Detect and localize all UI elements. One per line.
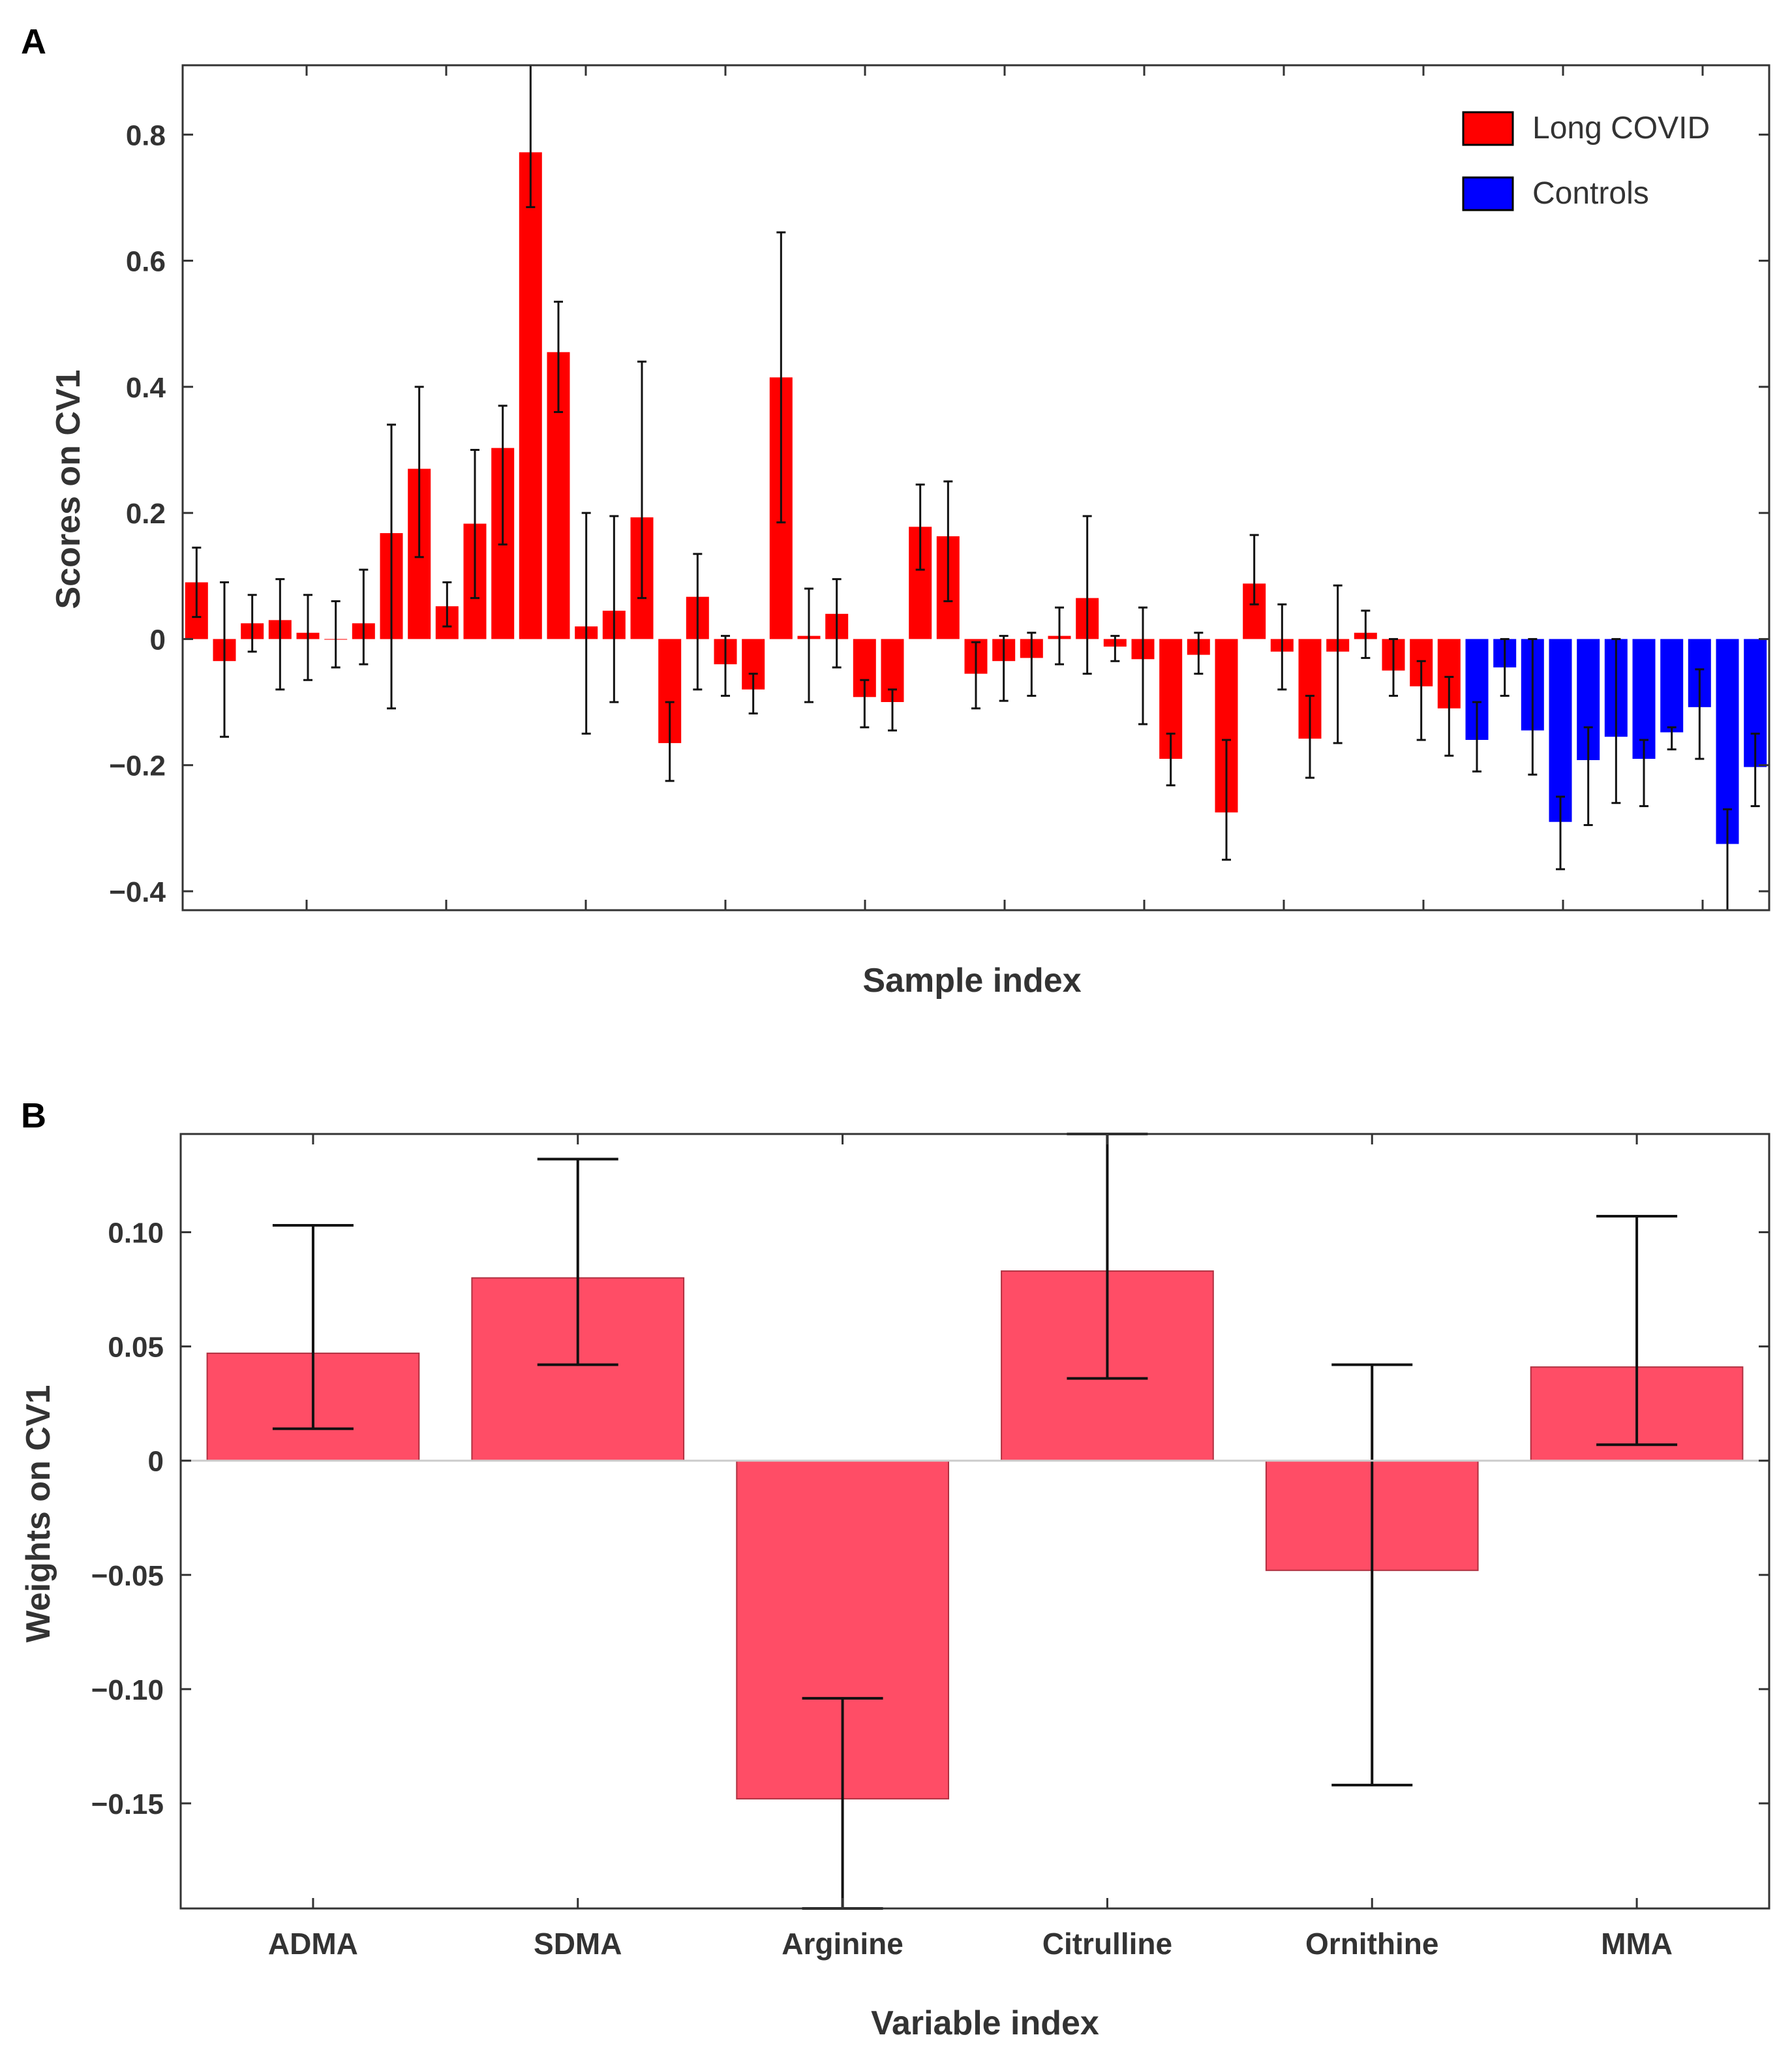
y-tick-label: 0	[150, 624, 166, 656]
x-tick-label: Citrulline	[1042, 1927, 1172, 1961]
control-bar	[1549, 639, 1572, 822]
control-bar	[1660, 639, 1684, 733]
y-tick-label: 0.6	[126, 246, 166, 278]
panel-a-axes: −0.4 −0.2 0 0.2 0.4 0.6 0.8	[109, 64, 1770, 911]
y-tick-label: −0.2	[109, 750, 166, 782]
panel-b-axes: ADMA SDMA Arginine Citrulline Ornithine MMA −0…	[91, 1133, 1770, 1961]
panel-a-legend: Long COVID Controls	[1462, 111, 1710, 211]
y-tick-label: 0.10	[108, 1217, 164, 1249]
panel-b-x-axis-title: Variable index	[871, 2004, 1099, 2042]
panel-b-y-axis-title: Weights on CV1	[20, 1385, 57, 1643]
panel-a-x-axis-title: Sample index	[862, 962, 1081, 1000]
y-tick-label: −0.4	[109, 876, 166, 908]
panel-a-y-axis-title: Scores on CV1	[50, 369, 87, 609]
x-tick-label: Arginine	[782, 1927, 904, 1961]
legend-swatch-controls	[1462, 176, 1514, 211]
x-tick-label: Ornithine	[1305, 1927, 1438, 1961]
y-tick-label: −0.10	[91, 1674, 164, 1706]
panel-a-label: A	[21, 22, 46, 61]
panel-a-plot-frame	[181, 64, 1770, 911]
panel-b-weights-chart: B ADMA SDMA Arginine Citrulline Ornithine MMA…	[20, 1096, 1770, 2042]
panel-a-scores-chart: A −0.4 −0.2 0 0.2 0.4 0.6 0.8 Sample index Sco…	[21, 22, 1770, 1000]
x-tick-label: SDMA	[534, 1927, 622, 1961]
y-tick-label: −0.05	[91, 1560, 164, 1592]
y-tick-label: 0.05	[108, 1332, 164, 1364]
y-tick-label: 0	[148, 1446, 164, 1478]
y-tick-label: −0.15	[91, 1788, 164, 1820]
legend-label-long-covid: Long COVID	[1532, 111, 1710, 145]
x-tick-label: ADMA	[268, 1927, 358, 1961]
y-tick-label: 0.8	[126, 119, 166, 151]
panel-b-bars	[206, 1270, 1744, 1799]
panel-b-label: B	[21, 1096, 46, 1135]
y-tick-label: 0.4	[126, 372, 166, 404]
x-tick-label: MMA	[1601, 1927, 1673, 1961]
panel-b-plot-frame	[179, 1133, 1770, 1910]
legend-label-controls: Controls	[1532, 176, 1649, 211]
legend-swatch-long-covid	[1462, 111, 1514, 146]
panel-a-error-bars	[192, 64, 1760, 911]
long-covid-bar	[519, 152, 542, 639]
control-bar	[1632, 639, 1656, 759]
y-tick-label: 0.2	[126, 498, 166, 530]
panel-a-bars	[185, 152, 1767, 844]
